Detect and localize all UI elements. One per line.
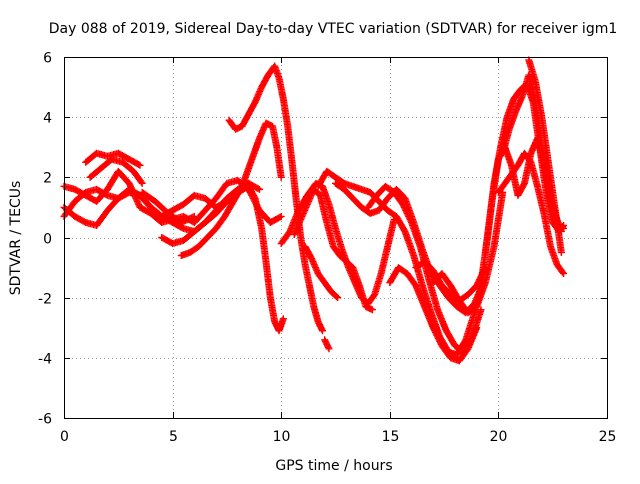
- data-point: [557, 249, 565, 257]
- data-point-marker: [333, 293, 341, 301]
- data-point: [325, 345, 333, 353]
- x-tick-label: 15: [382, 429, 400, 445]
- data-point: [277, 212, 285, 220]
- data-series-22: [494, 149, 568, 278]
- data-point: [368, 306, 376, 314]
- y-axis-label: SDTVAR / TECUs: [8, 181, 24, 296]
- data-series-7: [158, 182, 287, 335]
- data-series-17: [386, 264, 481, 365]
- y-tick-label: -4: [38, 352, 52, 368]
- data-point: [560, 270, 568, 278]
- plot-frame: [64, 57, 608, 419]
- chart-title: Day 088 of 2019, Sidereal Day-to-day VTE…: [49, 21, 618, 37]
- data-point-marker: [135, 161, 143, 169]
- y-tick-label: -6: [38, 412, 52, 428]
- data-point: [136, 161, 144, 169]
- data-point-marker: [324, 343, 332, 351]
- data-point: [318, 327, 326, 335]
- data-series-9: [225, 62, 326, 335]
- data-point: [277, 173, 285, 181]
- y-tick-label: 2: [43, 171, 52, 187]
- x-tick-label: 25: [599, 429, 617, 445]
- y-tick-label: 0: [43, 232, 52, 248]
- x-tick-label: 20: [490, 429, 508, 445]
- data-series-4: [82, 149, 144, 169]
- data-point: [334, 294, 342, 302]
- data-series-13: [321, 336, 333, 353]
- data-point: [279, 315, 287, 323]
- x-axis-label: GPS time / hours: [275, 458, 392, 474]
- tick-labels: 0 5 10 15 20 25 -6 -4 -2 0 2 4 6: [38, 51, 616, 446]
- data-point: [477, 306, 485, 314]
- data-series-12: [301, 243, 342, 302]
- data-point-marker: [318, 325, 326, 333]
- x-tick-label: 10: [273, 429, 291, 445]
- data-series-19: [429, 188, 507, 317]
- x-tick-label: 0: [60, 429, 69, 445]
- y-tick-label: -2: [38, 292, 52, 308]
- data-series-5: [86, 155, 146, 187]
- data-point-marker: [276, 213, 284, 221]
- data-series-24: [525, 56, 565, 257]
- data-point: [190, 212, 198, 220]
- data-series-11: [290, 185, 376, 314]
- data-points: [60, 56, 568, 365]
- data-series-6: [138, 188, 198, 226]
- data-point-marker: [254, 185, 262, 193]
- data-point: [255, 185, 263, 193]
- data-series-8: [177, 119, 285, 260]
- data-point-marker: [559, 268, 567, 276]
- y-tick-label: 4: [43, 111, 52, 127]
- data-point: [138, 179, 146, 187]
- y-tick-label: 6: [43, 51, 52, 67]
- data-point: [473, 324, 481, 332]
- data-point-marker: [137, 178, 145, 186]
- x-tick-label: 5: [169, 429, 178, 445]
